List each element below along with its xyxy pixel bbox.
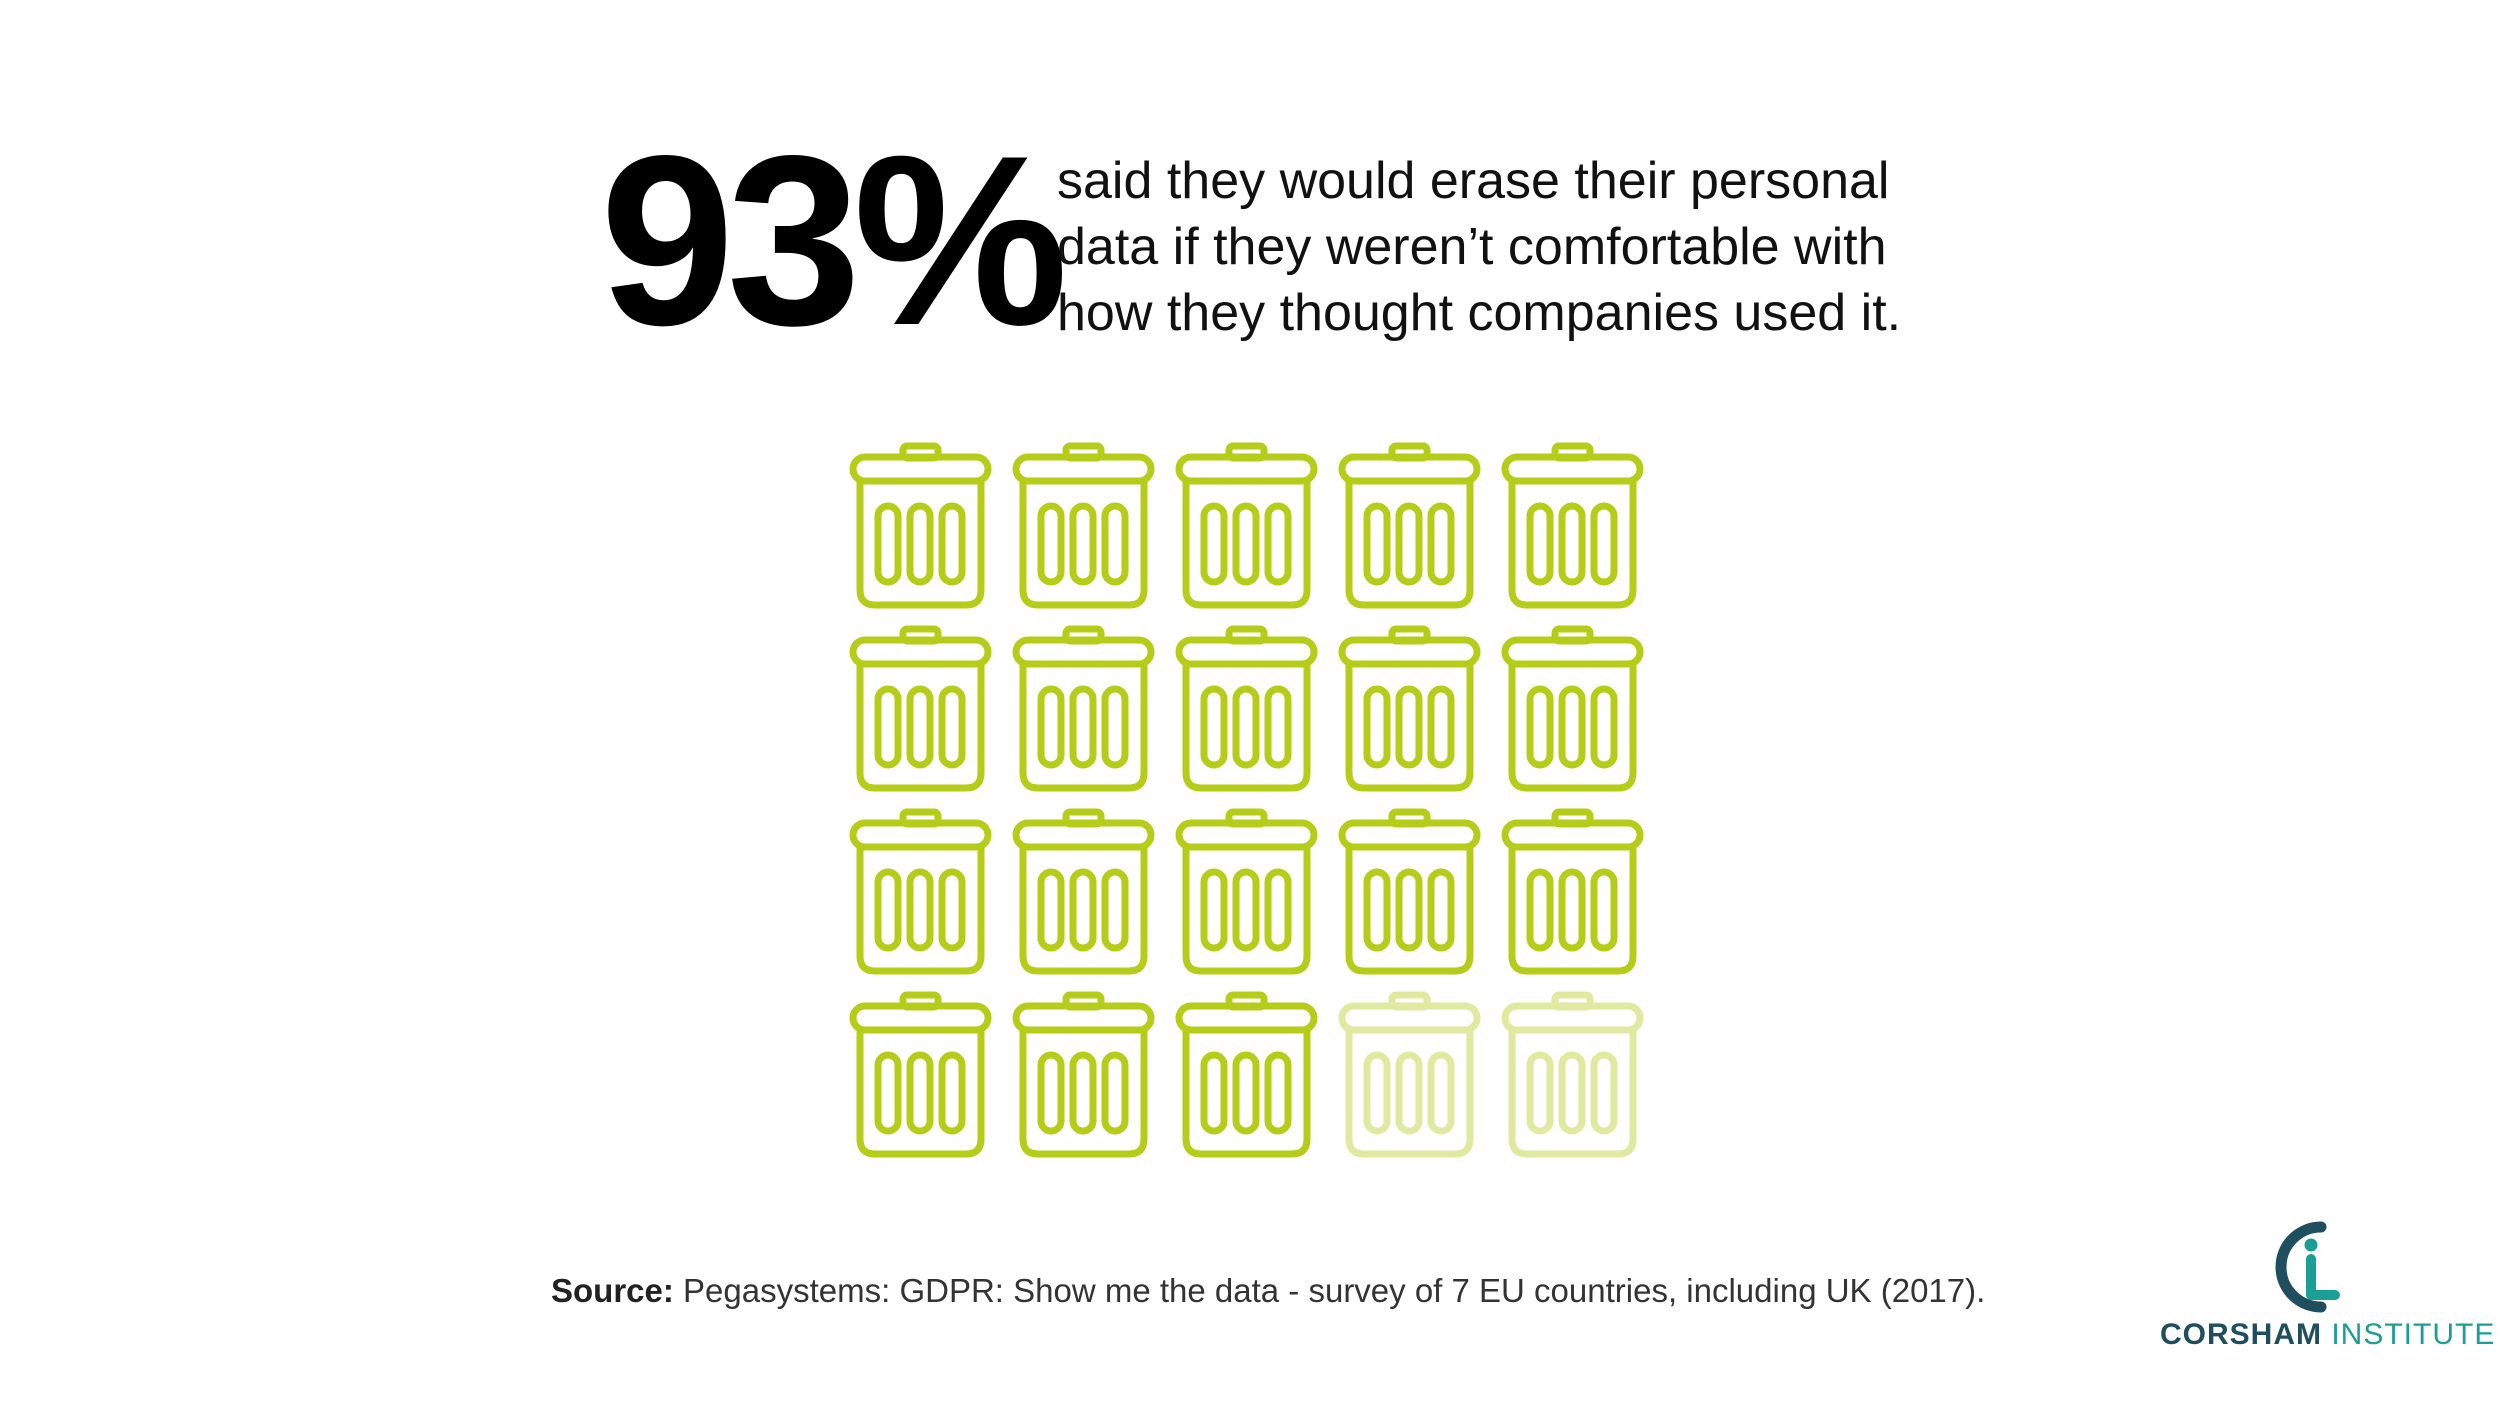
- trash-can-icon: [848, 808, 993, 978]
- trash-can-icon: [1500, 991, 1645, 1161]
- trash-can-icon: [1011, 625, 1156, 795]
- trash-can-icon: [1337, 625, 1482, 795]
- trash-can-icon: [1337, 808, 1482, 978]
- trash-can-grid: [848, 442, 1648, 1172]
- stat-description-line: data if they weren’t comfortable with: [1057, 218, 1887, 276]
- trash-can-icon: [1174, 625, 1319, 795]
- stat-description-line: how they thought companies used it.: [1057, 284, 1902, 342]
- source-note: Source: Pegasystems: GDPR: Show me the d…: [551, 1272, 1985, 1310]
- trash-can-icon: [848, 442, 993, 612]
- trash-can-icon: [848, 991, 993, 1161]
- trash-can-icon: [1011, 808, 1156, 978]
- stat-percentage: 93%: [600, 106, 1068, 376]
- trash-can-icon: [1011, 991, 1156, 1161]
- trash-can-icon: [1011, 442, 1156, 612]
- logo-mark-icon: [2275, 1221, 2340, 1313]
- logo-word-corsham: CORSHAM: [2160, 1318, 2322, 1351]
- logo-wordmark: CORSHAM INSTITUTE: [2160, 1318, 2495, 1352]
- source-text: Pegasystems: GDPR: Show me the data - su…: [683, 1272, 1986, 1309]
- trash-can-icon: [848, 625, 993, 795]
- logo-word-institute: INSTITUTE: [2331, 1318, 2496, 1351]
- trash-can-icon: [1174, 808, 1319, 978]
- source-label: Source:: [551, 1272, 674, 1309]
- trash-can-icon: [1500, 808, 1645, 978]
- trash-can-icon: [1337, 991, 1482, 1161]
- stat-description-line: said they would erase their personal: [1057, 152, 1890, 210]
- stat-description: said they would erase their personal dat…: [1057, 148, 2157, 346]
- trash-can-icon: [1337, 442, 1482, 612]
- trash-can-icon: [1500, 442, 1645, 612]
- trash-can-icon: [1174, 991, 1319, 1161]
- corsham-institute-logo: CORSHAM INSTITUTE: [2160, 1215, 2494, 1355]
- trash-can-icon: [1174, 442, 1319, 612]
- trash-can-icon: [1500, 625, 1645, 795]
